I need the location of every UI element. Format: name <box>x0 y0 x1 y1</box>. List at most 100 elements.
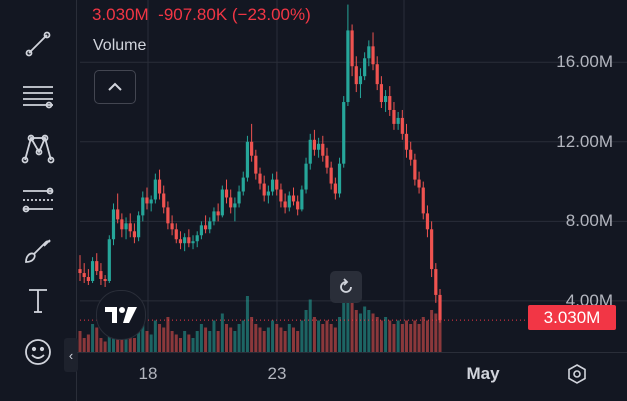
candle-body <box>304 163 308 190</box>
volume-bars <box>78 282 442 352</box>
volume-bar <box>396 320 400 352</box>
candle-body <box>191 241 195 244</box>
volume-bar <box>262 331 266 352</box>
candle <box>157 169 162 200</box>
emoji-icon[interactable] <box>18 332 58 372</box>
volume-bar <box>304 310 308 352</box>
volume-bar <box>409 324 413 352</box>
pattern-icon[interactable] <box>18 128 58 168</box>
candle <box>371 32 375 71</box>
candle <box>308 133 312 170</box>
candle-body <box>413 159 417 180</box>
candle-body <box>224 189 229 198</box>
volume-bar <box>204 327 208 352</box>
volume-bar <box>86 334 90 352</box>
volume-bar <box>137 324 141 352</box>
candle-body <box>262 183 266 196</box>
volume-bar <box>91 324 95 352</box>
volume-bar <box>183 331 187 352</box>
candle-body <box>120 219 124 230</box>
candle-body <box>321 143 325 156</box>
fib-retracement-icon[interactable] <box>18 180 58 220</box>
toolbar-divider <box>76 0 77 401</box>
candle <box>178 231 183 250</box>
candle-body <box>392 109 396 124</box>
candle <box>111 203 116 246</box>
volume-legend-title: Volume <box>93 37 147 54</box>
candle-body <box>425 213 430 230</box>
candle <box>241 171 245 196</box>
settings-icon <box>568 364 586 384</box>
candle-body <box>212 211 216 222</box>
trend-line-icon[interactable] <box>18 24 58 64</box>
volume-bar <box>400 324 404 352</box>
candle <box>86 269 90 285</box>
candle-body <box>266 191 270 196</box>
volume-bar <box>120 331 124 352</box>
time-axis-divider <box>77 352 627 353</box>
candle-body <box>90 261 95 282</box>
candle-body <box>421 187 425 214</box>
candle-body <box>250 141 254 156</box>
candle <box>250 123 254 162</box>
candle-body <box>107 239 111 282</box>
volume-bar <box>430 310 434 352</box>
volume-bar <box>354 310 358 352</box>
candle <box>124 217 128 240</box>
candle-body <box>337 163 342 194</box>
candle-body <box>174 229 178 240</box>
candle-body <box>220 189 224 216</box>
candle <box>304 157 308 194</box>
candle <box>392 102 396 130</box>
candle <box>291 187 296 206</box>
volume-bar <box>271 320 275 352</box>
candle-body <box>153 179 157 200</box>
candle-body <box>342 102 346 164</box>
candle-body <box>141 197 145 216</box>
text-icon[interactable] <box>18 280 58 320</box>
candle-body <box>229 197 233 208</box>
candle <box>208 217 212 234</box>
candle-body <box>287 195 291 208</box>
horizontal-lines-icon[interactable] <box>18 76 58 116</box>
volume-bar <box>321 324 325 352</box>
candle <box>409 141 413 166</box>
volume-bar <box>170 331 174 352</box>
candle <box>233 197 237 222</box>
legend-change: -907.80K (−23.00%) <box>158 5 311 24</box>
candle <box>78 255 82 282</box>
volume-bar <box>233 331 237 352</box>
candle <box>383 90 388 112</box>
candle-body <box>400 117 404 134</box>
candle-body <box>258 173 262 184</box>
candle <box>137 211 141 242</box>
collapse-toolbar-button[interactable]: ‹ <box>64 338 78 372</box>
settings-button[interactable] <box>563 360 591 388</box>
collapse-legend-button[interactable] <box>94 70 136 104</box>
tradingview-logo[interactable] <box>96 290 146 340</box>
candle <box>270 173 275 196</box>
candle <box>237 185 241 208</box>
candle-body <box>245 141 250 178</box>
candle <box>283 193 287 214</box>
candle-body <box>312 139 317 150</box>
candle-body <box>329 167 333 184</box>
volume-bar <box>220 313 224 352</box>
candle <box>396 111 400 130</box>
volume-bar <box>145 331 149 352</box>
candle-body <box>270 179 275 192</box>
reset-chart-button[interactable] <box>330 271 362 303</box>
volume-bar <box>317 320 321 352</box>
candle <box>333 177 337 200</box>
volume-bar <box>258 327 262 352</box>
candle-body <box>183 237 187 244</box>
volume-bar <box>300 320 304 352</box>
brush-icon[interactable] <box>18 230 58 270</box>
candle <box>170 215 174 236</box>
candle <box>224 179 229 204</box>
candle-body <box>103 279 107 282</box>
candle-body <box>216 211 220 216</box>
volume-bar <box>342 292 346 352</box>
candle-body <box>350 30 354 67</box>
